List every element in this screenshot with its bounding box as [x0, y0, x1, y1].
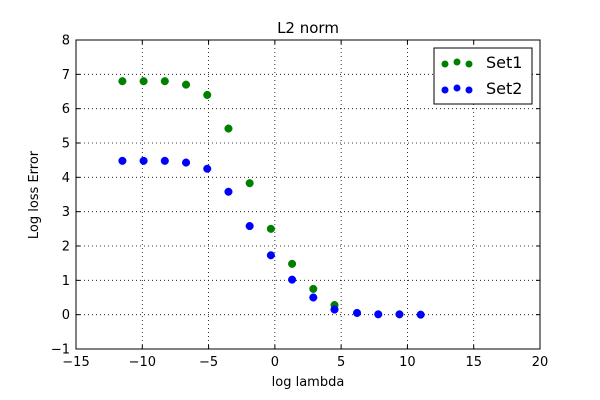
- x-axis-label: log lambda: [272, 375, 345, 390]
- legend-label-set2: Set2: [486, 79, 522, 98]
- x-tick-label: −15: [62, 355, 89, 370]
- y-tick-label: 6: [62, 102, 70, 117]
- x-tick-label: −10: [129, 355, 156, 370]
- data-point-set1: [181, 80, 191, 89]
- x-tick-label: −5: [199, 355, 218, 370]
- data-point-set2: [160, 156, 169, 165]
- legend-marker-set1: [453, 58, 461, 66]
- data-point-set2: [353, 308, 362, 318]
- data-point-set2: [245, 222, 254, 231]
- data-point-set2: [266, 251, 275, 260]
- y-tick-label: 5: [62, 137, 70, 152]
- y-tick-label: −1: [51, 343, 70, 358]
- data-point-set2: [416, 310, 425, 319]
- data-point-set2: [118, 156, 127, 165]
- legend-marker-set2: [453, 84, 461, 92]
- legend-marker-set1: [465, 60, 473, 68]
- data-point-set2: [309, 293, 318, 302]
- data-point-set1: [139, 77, 148, 86]
- data-point-set2: [395, 310, 404, 319]
- y-tick-label: 3: [62, 205, 70, 220]
- y-tick-label: 8: [62, 34, 70, 49]
- data-point-set2: [181, 158, 191, 167]
- data-point-set2: [139, 156, 148, 165]
- x-tick-label: 15: [465, 355, 482, 370]
- legend-label-set1: Set1: [486, 53, 522, 72]
- chart-title: L2 norm: [277, 19, 339, 37]
- data-point-set1: [288, 259, 297, 268]
- data-point-set2: [374, 310, 383, 319]
- data-point-set1: [245, 179, 254, 188]
- data-point-set1: [266, 224, 275, 233]
- y-axis-label: Log loss Error: [27, 150, 42, 239]
- x-tick-label: 10: [399, 355, 416, 370]
- data-point-set1: [160, 77, 169, 86]
- x-tick-label: 20: [532, 355, 549, 370]
- legend-marker-set2: [441, 86, 449, 94]
- y-tick-label: 2: [62, 240, 70, 255]
- plot-area: [75, 39, 541, 350]
- y-tick-label: 0: [62, 308, 70, 323]
- y-tick-label: 7: [62, 68, 70, 83]
- data-point-set1: [224, 124, 233, 133]
- data-points: [118, 77, 425, 319]
- y-tick-label: 1: [62, 274, 70, 289]
- legend-marker-set1: [441, 60, 449, 68]
- data-point-set2: [288, 275, 297, 284]
- data-point-set1: [118, 77, 127, 86]
- x-tick-label: 0: [271, 355, 279, 370]
- x-tick-label: 5: [337, 355, 345, 370]
- grid-lines: [76, 40, 540, 349]
- legend-markers: [441, 58, 473, 94]
- data-point-set1: [309, 284, 318, 293]
- data-point-set1: [203, 90, 212, 99]
- legend-box: [433, 47, 533, 105]
- data-point-set2: [330, 305, 339, 314]
- data-point-set2: [224, 187, 233, 196]
- y-tick-label: 4: [62, 171, 70, 186]
- legend-marker-set2: [465, 86, 473, 94]
- data-point-set2: [203, 164, 212, 173]
- legend: Set1 Set2: [433, 47, 533, 105]
